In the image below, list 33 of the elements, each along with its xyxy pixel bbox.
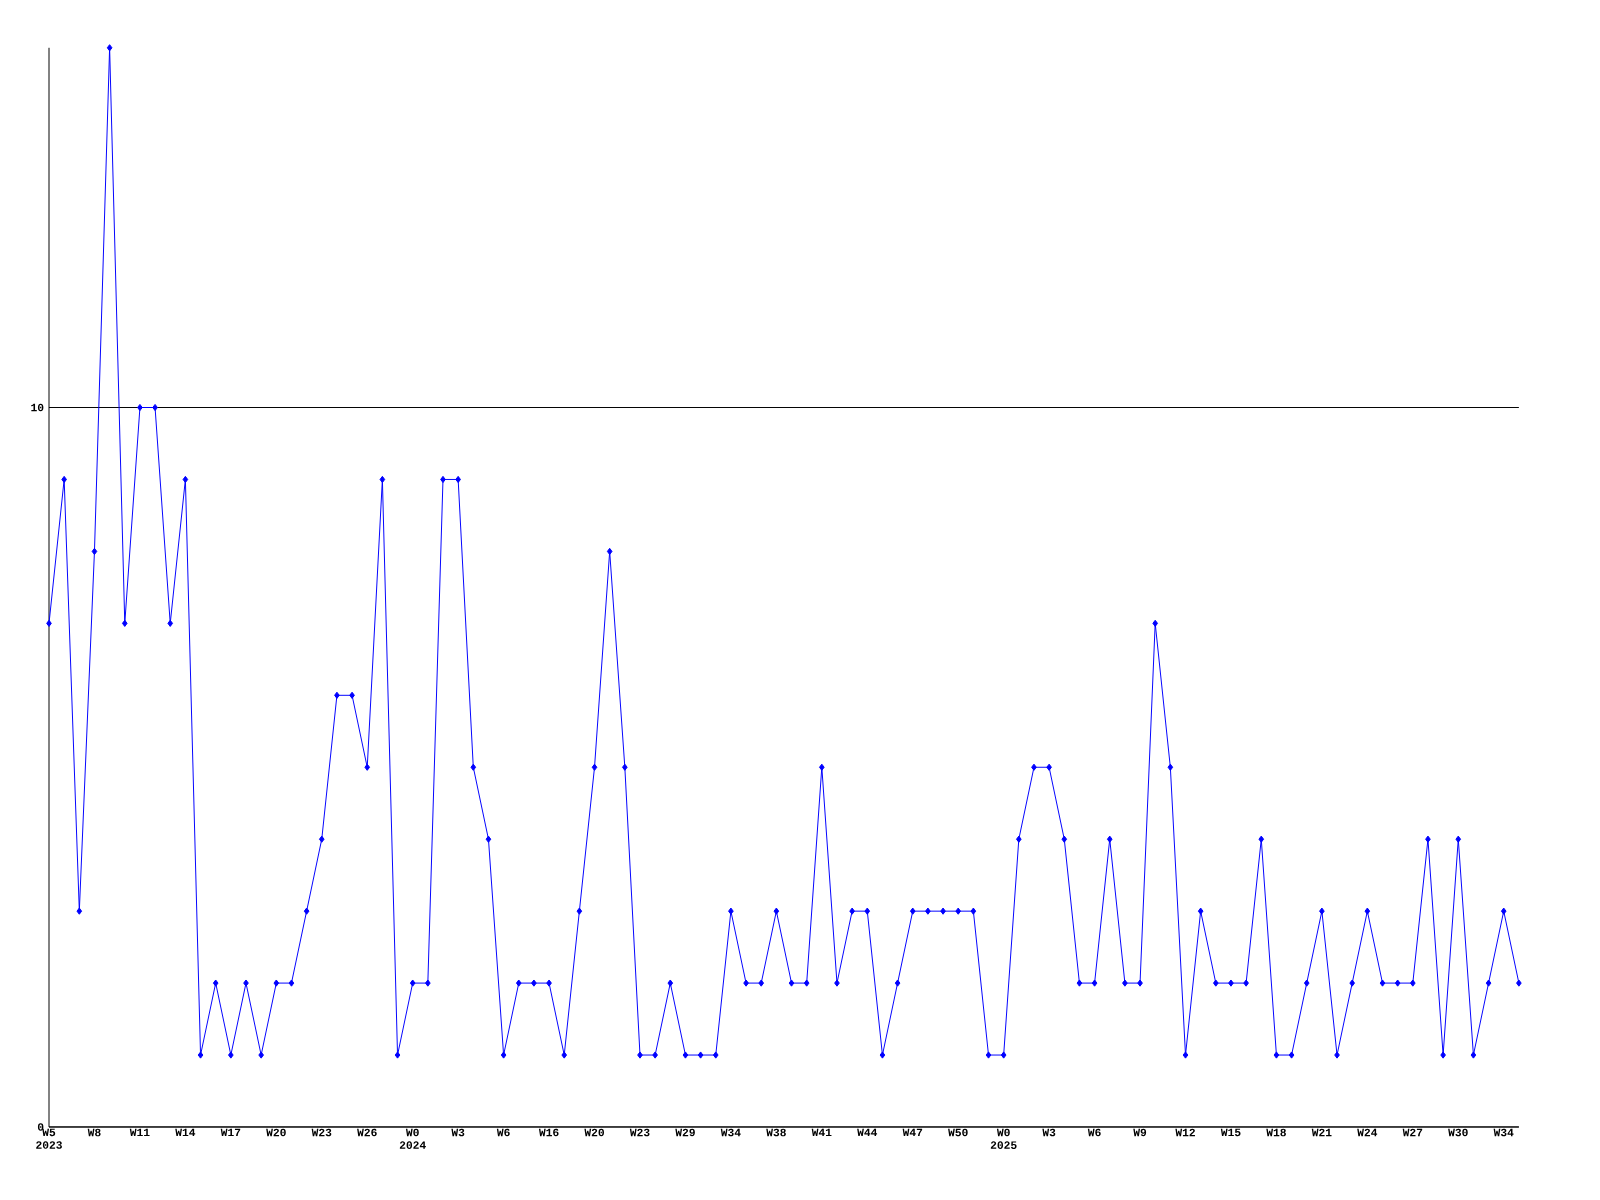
x-tick-label: W24 (1357, 1128, 1378, 1137)
x-tick-label: W23 (311, 1128, 332, 1137)
x-tick-label: W3 (1042, 1128, 1056, 1137)
x-tick-label: W18 (1266, 1128, 1286, 1137)
x-tick-label: W9 (1133, 1128, 1147, 1137)
x-tick-label: W29 (675, 1128, 695, 1137)
x-tick-label: W6 (496, 1128, 510, 1137)
x-tick-label: W38 (766, 1128, 786, 1137)
x-tick-label: W26 (357, 1128, 377, 1137)
x-tick-label: W34 (720, 1128, 741, 1137)
x-tick-label: W34 (1493, 1128, 1514, 1137)
x-tick-label: W8 (87, 1128, 101, 1137)
x-tick-label: W12 (1175, 1128, 1195, 1137)
x-tick-label: W3 (451, 1128, 465, 1137)
x-tick-label: W0 2024 (399, 1128, 426, 1149)
x-tick-label: W14 (175, 1128, 196, 1137)
x-tick-label: W0 2025 (990, 1128, 1017, 1149)
x-tick-label: W15 (1220, 1128, 1241, 1137)
x-tick-label: W17 (220, 1128, 241, 1137)
x-tick-label: W27 (1402, 1128, 1423, 1137)
x-tick-label: W47 (902, 1128, 923, 1137)
x-tick-label: W20 (584, 1128, 605, 1137)
x-tick-label: W30 (1448, 1128, 1468, 1137)
x-tick-label: W20 (266, 1128, 286, 1137)
x-tick-label: W41 (811, 1128, 832, 1137)
x-tick-label: W6 (1087, 1128, 1101, 1137)
x-tick-label: W11 (129, 1128, 150, 1137)
x-tick-label: W23 (629, 1128, 650, 1137)
x-tick-label: W21 (1311, 1128, 1332, 1137)
x-tick-label: W16 (538, 1128, 559, 1137)
y-tick-label: 10 (31, 403, 44, 412)
x-tick-label: W50 (948, 1128, 968, 1137)
x-tick-label: W44 (857, 1128, 878, 1137)
